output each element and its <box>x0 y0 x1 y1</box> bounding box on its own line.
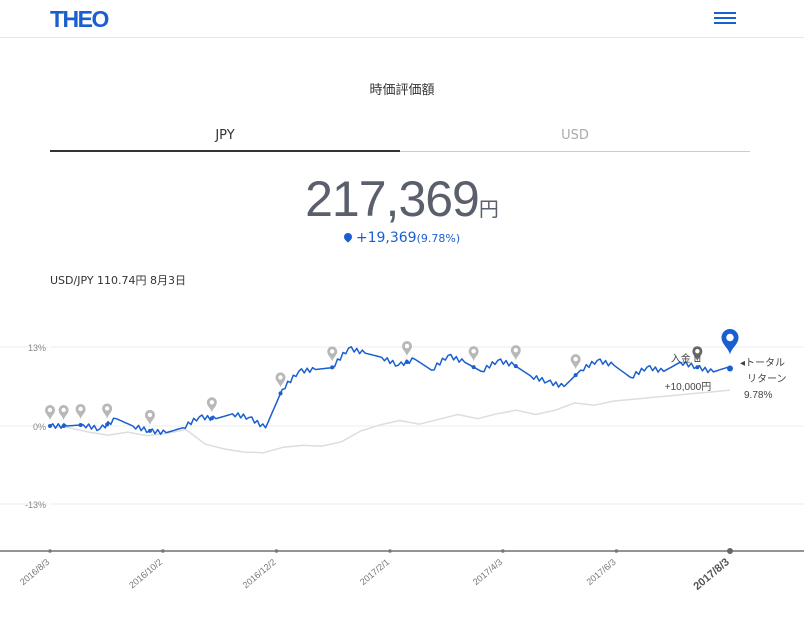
marker-pin-icon-shape <box>45 405 55 420</box>
amount-value: 217,369 <box>305 171 480 227</box>
marker-dot <box>105 422 110 427</box>
marker-dot <box>61 424 66 428</box>
change-value: +19,369 <box>355 230 417 246</box>
menu-line-2 <box>714 17 736 19</box>
x-tick-label: 2017/6/3 <box>584 557 617 587</box>
valuation-amount: 217,369円 <box>0 170 804 228</box>
marker-pin-icon-shape <box>327 346 338 362</box>
marker-dot <box>147 428 152 433</box>
exchange-rate: USD/JPY 110.74円 8月3日 <box>50 274 187 287</box>
x-tick-dot <box>614 549 619 553</box>
marker-pin-icon-hole <box>278 375 283 380</box>
marker-pin-icon-shape <box>206 397 217 413</box>
marker-pin-icon[interactable] <box>58 405 69 420</box>
marker-pin-icon[interactable] <box>75 403 86 419</box>
marker-pin-icon-hole <box>147 412 153 418</box>
current-location-pin-icon-shape <box>721 328 739 355</box>
total-return-label-2: リターン <box>747 373 787 385</box>
marker-pin-icon-shape <box>102 403 113 419</box>
marker-pin-icon[interactable] <box>144 409 155 425</box>
x-tick-label: 2016/10/2 <box>127 557 164 590</box>
marker-pin-icon-shape <box>75 403 86 419</box>
marker-pin-icon-hole <box>330 349 335 354</box>
menu-line-3 <box>714 22 736 24</box>
x-tick-label: 2017/8/3 <box>691 556 732 593</box>
deposit-marker-pin-icon-hole <box>695 349 700 354</box>
marker-pin-icon-hole <box>471 348 476 354</box>
marker-pin-icon-hole <box>404 343 410 349</box>
marker-pin-icon-shape <box>144 409 155 425</box>
marker-pin-icon-hole <box>78 406 83 412</box>
y-tick-label: 13% <box>28 343 46 353</box>
current-marker-dot <box>727 365 733 372</box>
x-tick-label: 2017/2/1 <box>358 557 391 587</box>
change-percent: (9.78%) <box>416 232 461 245</box>
marker-pin-icon[interactable] <box>327 346 338 362</box>
marker-pin-icon[interactable] <box>570 354 581 370</box>
marker-pin-icon[interactable] <box>102 403 113 419</box>
marker-pin-icon-shape <box>468 346 479 362</box>
menu-line-1 <box>714 12 736 14</box>
currency-tabs: JPY USD <box>50 128 750 152</box>
marker-pin-icon-hole <box>104 406 110 411</box>
marker-dot <box>78 422 83 427</box>
valuation-change: +19,369(9.78%) <box>0 230 804 246</box>
page-title: 時価評価額 <box>369 83 435 98</box>
header: THEO <box>0 0 804 38</box>
x-tick-dot <box>274 549 279 553</box>
current-location-pin-icon[interactable] <box>721 328 739 355</box>
deposit-marker-pin-icon-shape <box>692 346 703 362</box>
marker-dot <box>48 424 52 428</box>
deposit-label: 入金 ⊔ <box>671 352 702 365</box>
total-return-label: ◂トータル <box>740 357 785 369</box>
marker-pin-icon-hole <box>573 356 578 362</box>
marker-dot <box>513 364 518 369</box>
marker-pin-icon-shape <box>402 341 412 357</box>
marker-dot <box>209 416 214 421</box>
hamburger-menu-icon[interactable] <box>714 11 736 25</box>
marker-pin-icon-hole <box>61 407 66 413</box>
total-return-value: 9.78% <box>744 390 772 401</box>
y-tick-label: 0% <box>33 422 46 432</box>
marker-dot <box>471 365 476 370</box>
marker-pin-icon-shape <box>275 372 286 388</box>
x-tick-dot <box>388 549 392 553</box>
marker-pin-icon[interactable] <box>45 405 55 420</box>
x-tick-dot <box>48 549 52 553</box>
tab-jpy[interactable]: JPY <box>50 128 400 152</box>
x-tick-label: 2016/12/2 <box>241 557 278 590</box>
marker-dot <box>278 391 283 396</box>
x-tick-dot <box>161 549 165 553</box>
marker-pin-icon-shape <box>58 405 69 420</box>
theo-logo[interactable]: THEO <box>50 6 109 32</box>
marker-dot <box>405 360 409 365</box>
marker-pin-icon-hole <box>513 347 518 353</box>
marker-pin-icon[interactable] <box>402 341 412 357</box>
x-tick-label: 2016/8/3 <box>18 557 51 587</box>
x-tick-dot <box>501 549 505 553</box>
portfolio-series-line <box>49 346 731 436</box>
marker-pin-icon-shape <box>510 345 521 361</box>
deposit-amount: +10,000円 <box>665 382 711 393</box>
pin-icon <box>342 231 354 243</box>
marker-pin-icon-shape <box>570 354 581 370</box>
marker-pin-icon[interactable] <box>206 397 217 413</box>
marker-dot <box>330 365 335 370</box>
marker-pin-icon[interactable] <box>510 345 521 361</box>
marker-dot <box>573 373 578 378</box>
x-tick-dot <box>727 548 733 554</box>
marker-pin-icon-hole <box>47 407 53 413</box>
current-location-pin-icon-hole <box>726 333 734 342</box>
y-tick-label: -13% <box>25 500 46 510</box>
deposit-marker-pin-icon[interactable] <box>692 346 703 362</box>
amount-unit: 円 <box>478 197 499 221</box>
marker-pin-icon[interactable] <box>275 372 286 388</box>
x-tick-label: 2017/4/3 <box>471 557 504 587</box>
marker-pin-icon[interactable] <box>468 346 479 362</box>
tab-usd[interactable]: USD <box>400 128 750 152</box>
benchmark-series-line <box>49 389 731 454</box>
marker-pin-icon-hole <box>209 400 215 405</box>
marker-dot <box>695 365 700 370</box>
